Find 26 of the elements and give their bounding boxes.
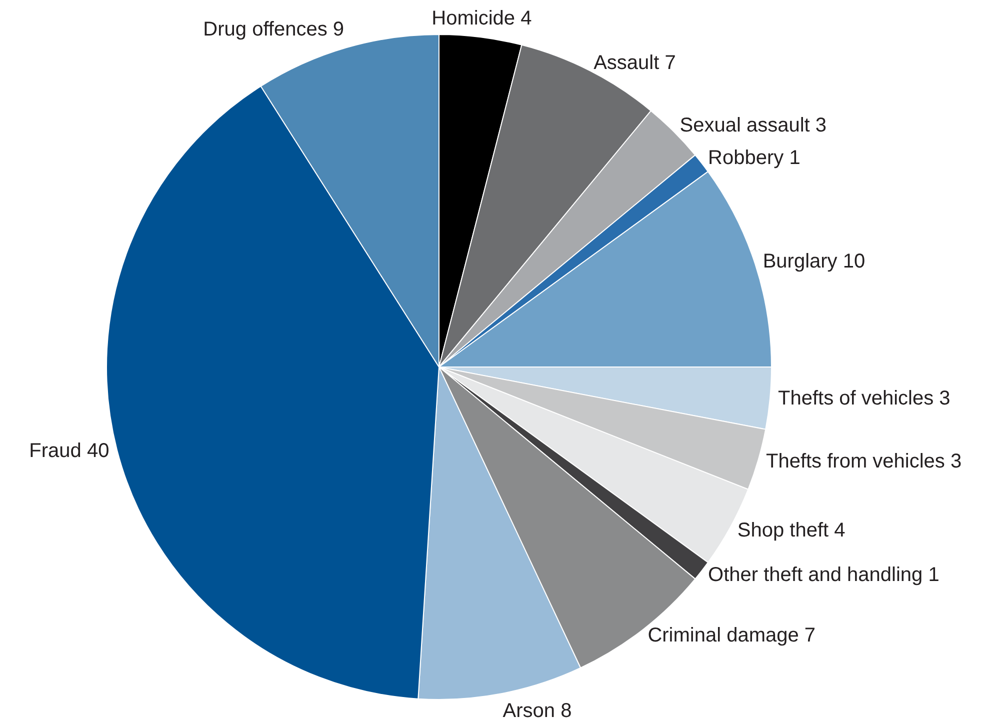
slice-label: Drug offences — [203, 18, 333, 41]
slice-label: Shop theft — [737, 520, 834, 542]
slice-label: Criminal damage — [648, 624, 804, 647]
slice-label: Arson — [502, 700, 561, 722]
data-label: 10 — [842, 250, 866, 272]
slice-label: Burglary — [762, 250, 843, 272]
data-label: 1 — [928, 564, 940, 586]
data-label: 4 — [520, 8, 532, 30]
slice-label: Other theft and handling — [708, 564, 928, 586]
slice-label: Thefts from vehicles — [766, 450, 950, 473]
slice-label: Thefts of vehicles — [778, 388, 940, 410]
data-label: 4 — [834, 520, 846, 542]
data-label: 8 — [560, 700, 572, 722]
data-label: 3 — [939, 388, 950, 410]
slice-label: Sexual assault — [680, 114, 816, 137]
slice-label: Fraud — [29, 440, 87, 462]
data-label: 40 — [86, 440, 110, 462]
data-label: 3 — [815, 114, 827, 137]
data-label: 7 — [664, 52, 676, 74]
data-label: 7 — [804, 624, 816, 647]
data-label: 1 — [789, 146, 800, 169]
slice-label: Robbery — [708, 146, 790, 169]
slice-label: Assault — [594, 52, 665, 74]
data-label: 9 — [332, 18, 344, 41]
slice-label: Homicide — [432, 8, 521, 30]
data-label: 3 — [950, 450, 962, 473]
